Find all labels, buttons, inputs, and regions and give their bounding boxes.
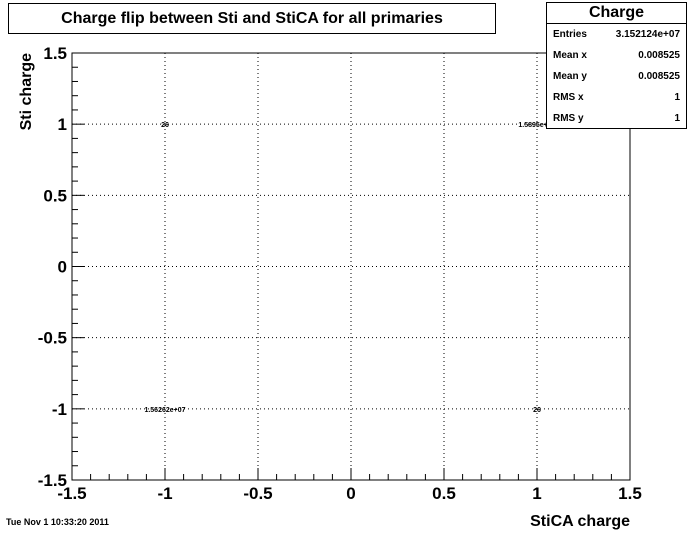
y-tick-label: 1.5 [43,44,67,63]
y-tick-label: 0.5 [43,186,67,205]
stats-value: 1 [674,113,680,124]
stats-label: RMS y [553,113,584,124]
y-tick-label: -1.5 [38,471,67,490]
y-tick-label: -0.5 [38,329,67,348]
x-tick-label: -0.5 [243,484,272,503]
y-tick-label: 1 [58,115,67,134]
chart-title: Charge flip between Sti and StiCA for al… [61,9,443,27]
stats-value: 0.008525 [638,50,680,61]
stats-label: Mean y [553,71,587,82]
x-tick-label: 1 [532,484,541,503]
x-tick-label: 0 [346,484,355,503]
x-tick-label: -1.5 [57,484,86,503]
stats-row-mean-x: Mean x 0.008525 [547,45,686,66]
stats-title: Charge [547,3,686,24]
cell-value-label: 1.56262e+07 [144,407,185,414]
cell-value-label: 26 [161,122,169,129]
stats-value: 3.152124e+07 [615,29,680,40]
stats-row-rms-x: RMS x 1 [547,87,686,108]
chart-title-box: Charge flip between Sti and StiCA for al… [8,3,496,34]
stats-label: Mean x [553,50,587,61]
x-tick-label: 0.5 [432,484,456,503]
stats-row-rms-y: RMS y 1 [547,108,686,129]
x-axis-label: StiCA charge [530,513,630,530]
stats-box: Charge Entries 3.152124e+07 Mean x 0.008… [546,2,687,129]
y-tick-label: -1 [52,400,67,419]
stats-label: Entries [553,29,587,40]
stats-value: 1 [674,92,680,103]
x-tick-label: -1 [157,484,172,503]
y-axis-label: Sti charge [18,53,35,130]
stats-value: 0.008525 [638,71,680,82]
y-tick-label: 0 [58,258,67,277]
cell-value-label: 1.5895e+07 [518,122,555,129]
stats-row-entries: Entries 3.152124e+07 [547,24,686,45]
x-tick-label: 1.5 [618,484,642,503]
stats-row-mean-y: Mean y 0.008525 [547,66,686,87]
footer-date: Tue Nov 1 10:33:20 2011 [6,517,109,527]
stats-label: RMS x [553,92,584,103]
cell-value-label: 26 [533,407,541,414]
